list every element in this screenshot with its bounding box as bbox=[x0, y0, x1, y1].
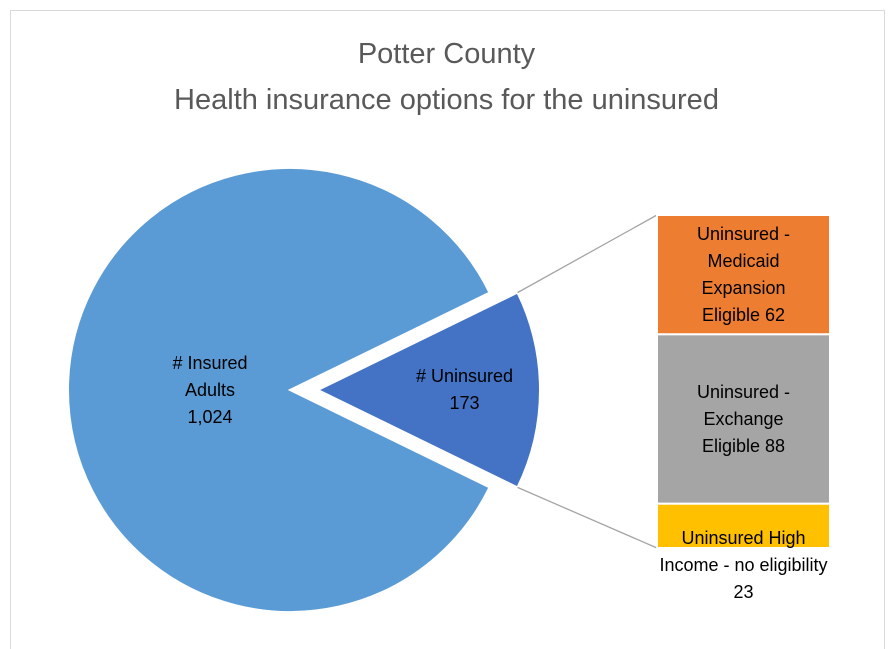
data-label: Uninsured - Exchange Eligible 88 bbox=[691, 379, 796, 460]
data-label: Uninsured - Medicaid Expansion Eligible … bbox=[679, 221, 809, 329]
pie-slice bbox=[67, 167, 491, 613]
connector-line bbox=[517, 214, 658, 294]
label-part: Uninsured - Exchange Eligible bbox=[696, 381, 791, 456]
data-label: Uninsured High Income - no eligibility 2… bbox=[654, 525, 834, 606]
bar-segment bbox=[656, 502, 831, 550]
label-part: 23 bbox=[733, 582, 754, 603]
label-part: # Insured Adults bbox=[172, 352, 248, 400]
label-part: 88 bbox=[765, 435, 786, 456]
label-part: Uninsured High Income - no eligibility bbox=[659, 528, 828, 576]
chart-subtitle: Health insurance options for the uninsur… bbox=[174, 84, 719, 116]
connector-line bbox=[517, 486, 658, 549]
data-label: # Uninsured 173 bbox=[390, 363, 540, 417]
label-part: # Uninsured bbox=[415, 366, 514, 386]
label-part: 62 bbox=[765, 304, 786, 325]
label-part: 1,024 bbox=[187, 406, 233, 427]
pie-slice bbox=[315, 291, 541, 489]
bar-segment bbox=[656, 214, 831, 336]
label-part: 173 bbox=[449, 393, 480, 413]
label-part: Uninsured - Medicaid Expansion Eligible bbox=[696, 223, 791, 325]
data-label: # Insured Adults 1,024 bbox=[155, 350, 265, 431]
bar-segment bbox=[656, 333, 831, 505]
chart-title: Potter County bbox=[357, 38, 536, 70]
chart-border bbox=[10, 10, 885, 649]
